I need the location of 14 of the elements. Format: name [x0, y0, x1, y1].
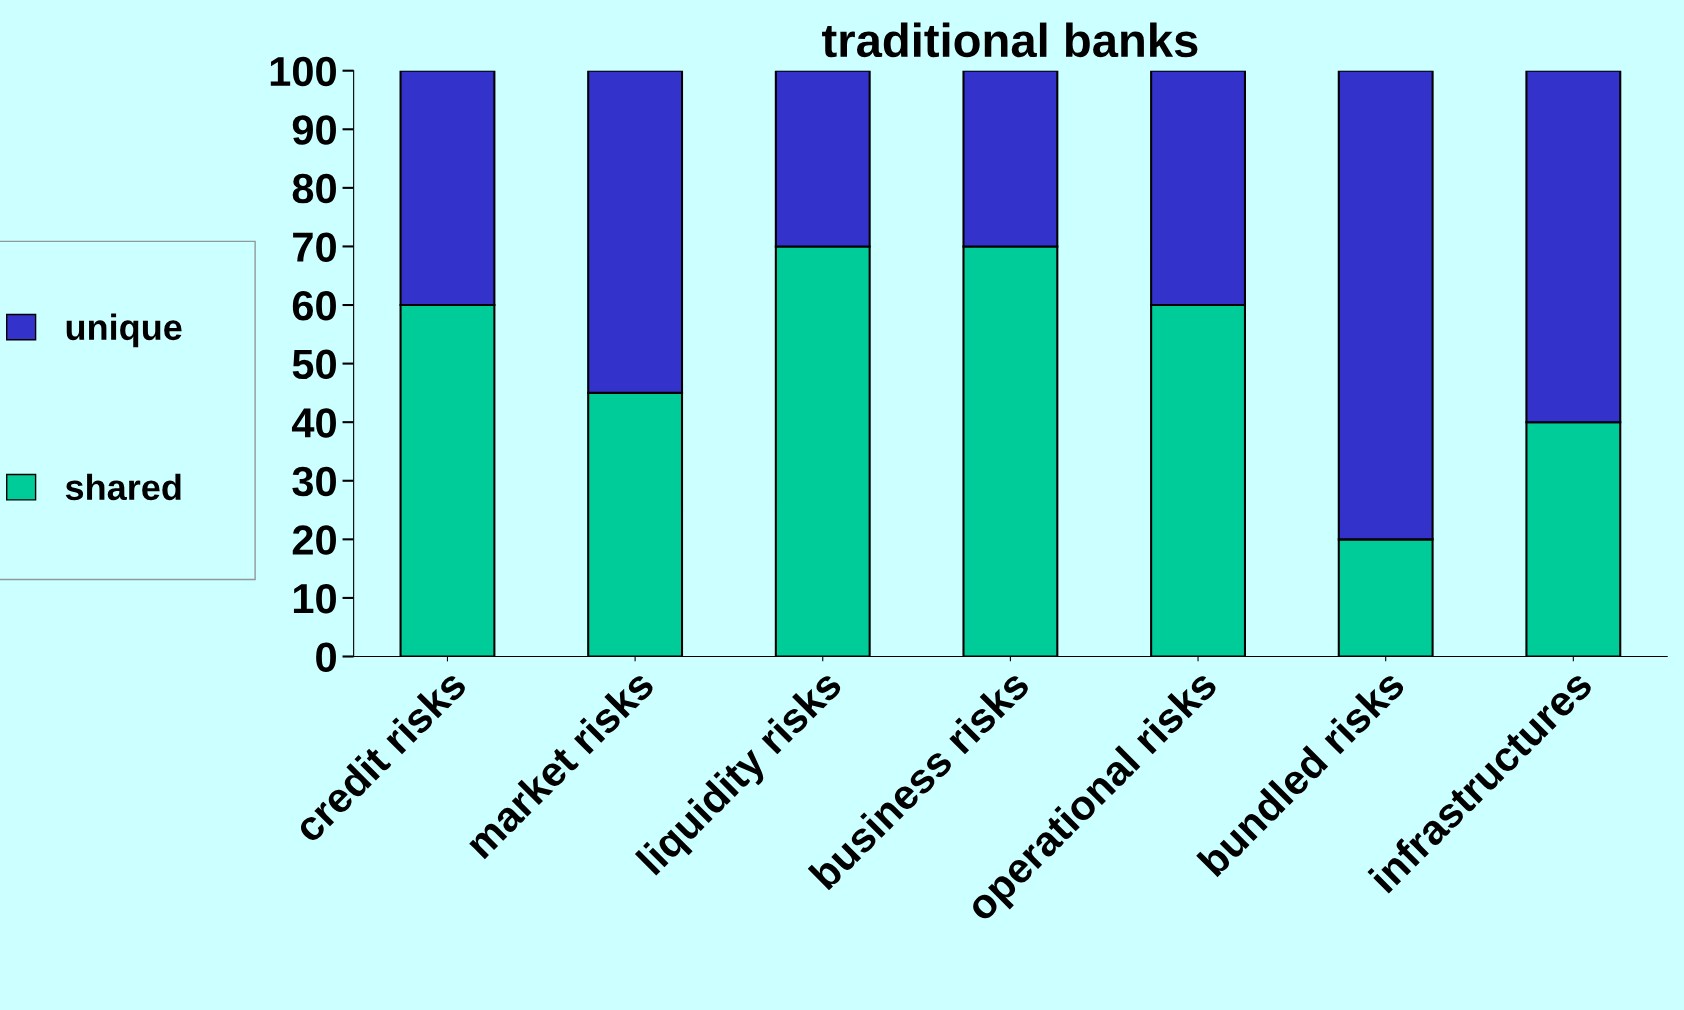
y-tick-label: 50	[292, 349, 336, 380]
y-tick-label: 30	[292, 466, 336, 497]
y-tick-label: 70	[293, 232, 336, 262]
chart-title: traditional banks	[822, 22, 1198, 58]
y-tick-label: 60	[292, 291, 336, 321]
y-tick-label: 0	[316, 642, 336, 673]
legend-label: unique	[66, 313, 182, 348]
y-tick-label: 10	[293, 583, 336, 614]
y-tick-label: 100	[270, 56, 336, 87]
y-tick-label: 90	[292, 115, 336, 145]
y-tick-label: 80	[292, 173, 336, 204]
legend-label: shared	[65, 473, 181, 501]
y-tick-label: 20	[292, 525, 336, 555]
y-tick-label: 40	[291, 408, 336, 438]
